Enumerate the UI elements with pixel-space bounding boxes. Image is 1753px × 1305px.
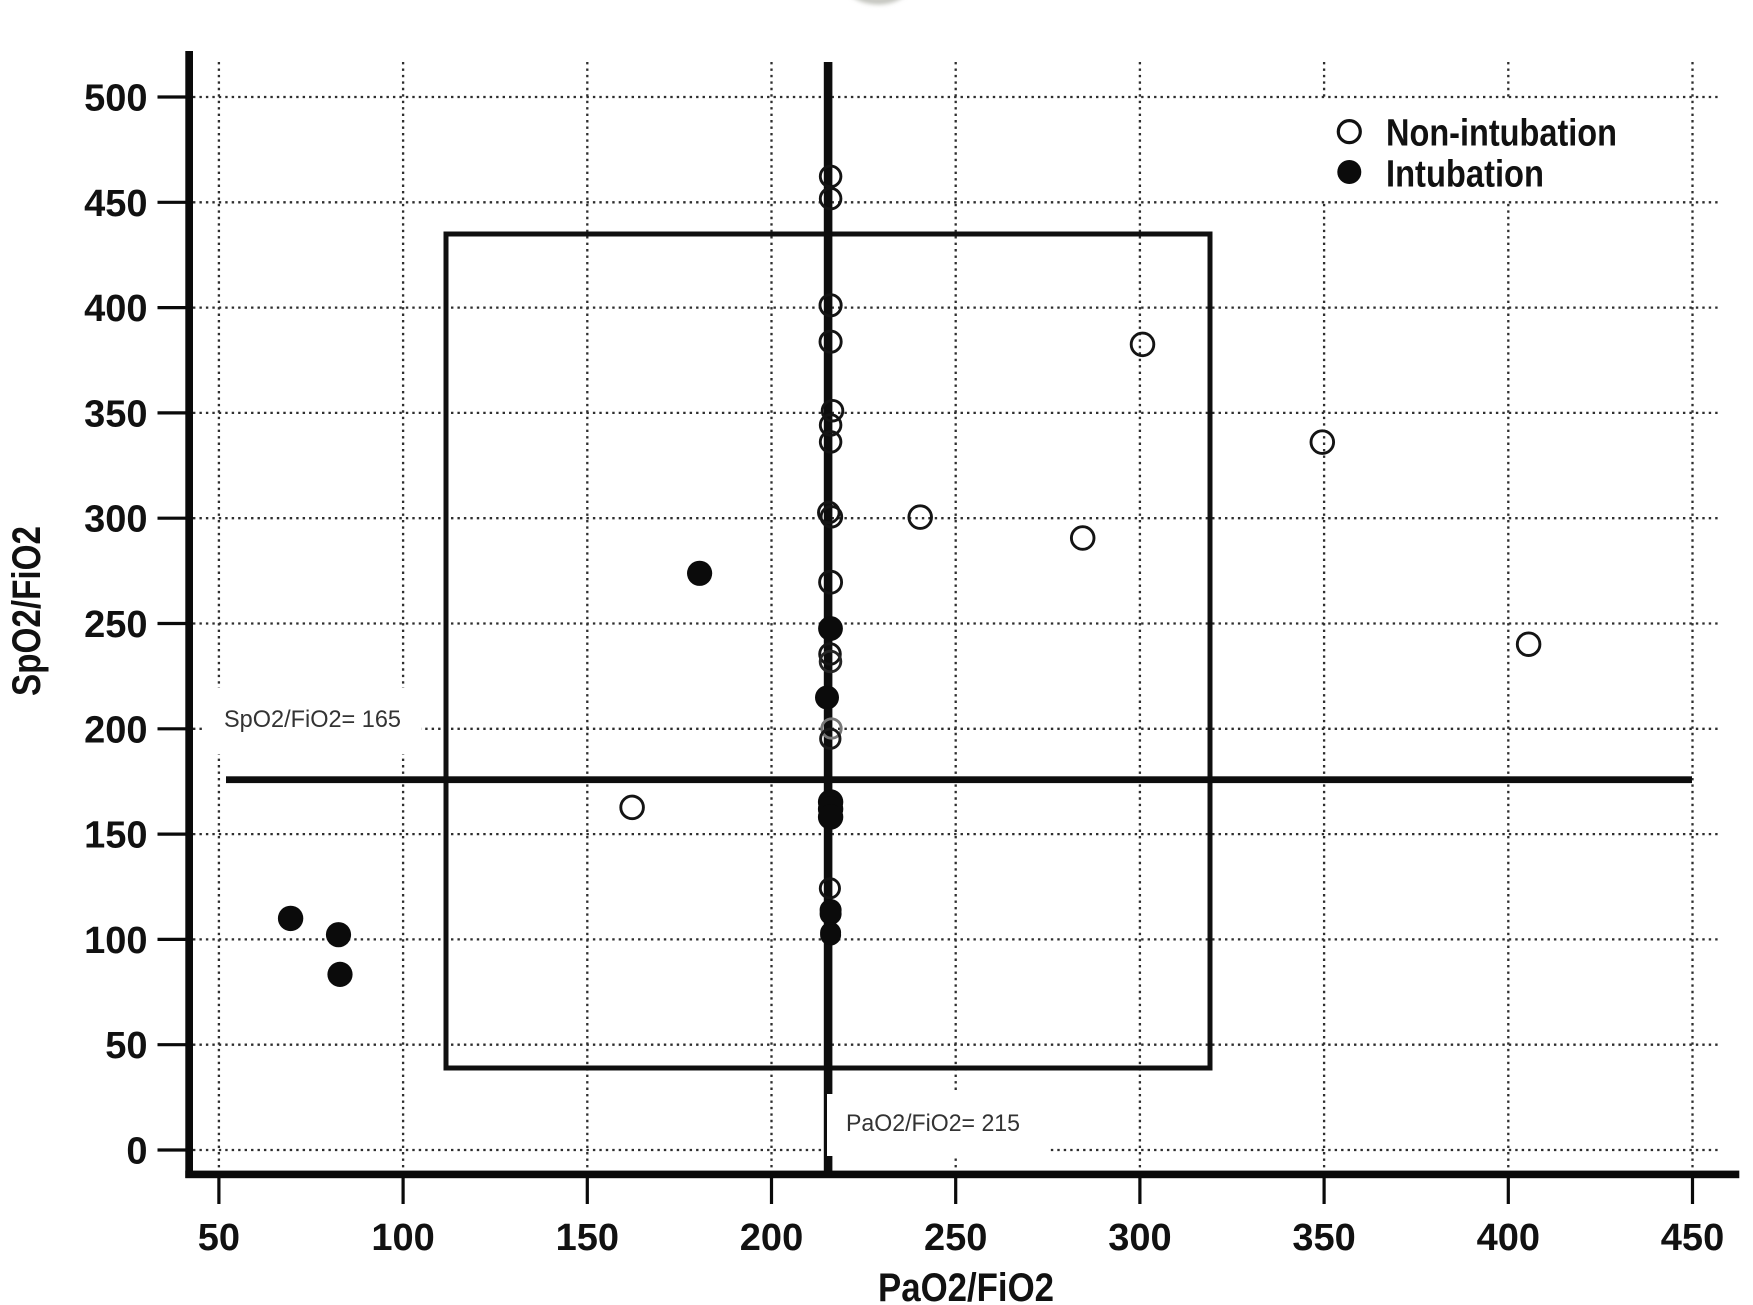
svg-text:100: 100: [371, 1217, 434, 1259]
svg-text:300: 300: [84, 499, 147, 541]
svg-text:350: 350: [1292, 1217, 1355, 1259]
svg-text:250: 250: [924, 1217, 987, 1259]
svg-text:PaO2/FiO2= 215: PaO2/FiO2= 215: [846, 1110, 1020, 1137]
svg-text:350: 350: [84, 393, 147, 435]
svg-text:0: 0: [126, 1131, 147, 1173]
svg-text:300: 300: [1108, 1217, 1171, 1259]
svg-text:PaO2/FiO2: PaO2/FiO2: [878, 1266, 1054, 1305]
svg-text:150: 150: [84, 815, 147, 857]
svg-text:150: 150: [556, 1217, 619, 1259]
svg-text:250: 250: [84, 604, 147, 646]
svg-text:450: 450: [1661, 1217, 1724, 1259]
svg-text:50: 50: [198, 1217, 240, 1259]
svg-text:50: 50: [105, 1025, 147, 1067]
svg-text:500: 500: [84, 78, 147, 120]
svg-text:SpO2/FiO2: SpO2/FiO2: [5, 526, 49, 696]
svg-text:450: 450: [84, 183, 147, 225]
svg-text:SpO2/FiO2= 165: SpO2/FiO2= 165: [224, 706, 401, 733]
svg-text:400: 400: [1477, 1217, 1540, 1259]
svg-text:200: 200: [740, 1217, 803, 1259]
svg-text:Intubation: Intubation: [1386, 154, 1544, 196]
svg-text:100: 100: [84, 920, 147, 962]
svg-text:200: 200: [84, 709, 147, 751]
svg-text:Non-intubation: Non-intubation: [1386, 113, 1617, 155]
svg-text:400: 400: [84, 288, 147, 330]
